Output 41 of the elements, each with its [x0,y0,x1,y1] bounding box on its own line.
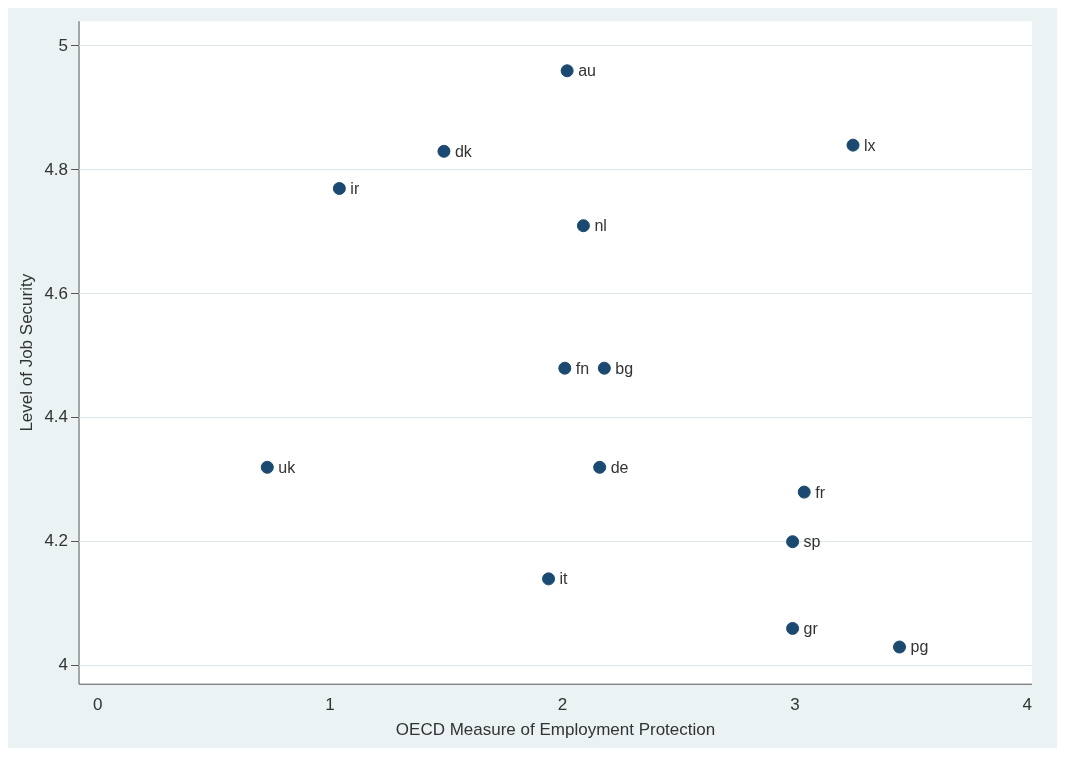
x-tick-label: 2 [557,695,568,715]
annotation: bg [615,359,634,377]
annotation: dk [454,142,473,160]
point [542,572,556,586]
y-tick-label: 4.8 [44,159,69,179]
x-tick-label: 0 [92,695,103,715]
x-tick-label: 3 [790,695,800,715]
point [437,144,451,158]
y-tick-label: 4.4 [44,407,69,427]
annotation: de [610,458,629,476]
x-tick-label: 4 [1022,695,1033,715]
point [797,485,811,499]
point [893,640,907,654]
y-tick-label: 4.2 [44,531,69,551]
annotation: nl [594,217,607,235]
annotation: fn [575,359,590,377]
annotation: au [578,62,596,80]
annotation: uk [278,458,297,476]
point [846,138,860,152]
point [560,64,574,78]
point [786,621,800,635]
point [593,460,607,474]
y-axis-title: Level of Job Security [16,273,36,432]
x-tick-label: 1 [325,695,335,715]
point [558,361,572,375]
annotation: fr [815,483,826,501]
annotation: it [559,570,569,588]
y-tick-label: 4.6 [44,283,69,303]
annotation: lx [864,136,876,154]
annotation: gr [803,619,819,637]
y-tick-label: 4 [58,655,69,675]
y-tick-label: 5 [58,35,69,55]
point [576,219,590,233]
annotation: sp [803,533,821,551]
point [786,535,800,549]
annotation: pg [910,638,929,656]
point [597,361,611,375]
point [332,182,346,195]
annotation: ir [350,179,360,197]
x-axis-title: OECD Measure of Employment Protection [395,720,716,740]
point [260,460,274,474]
